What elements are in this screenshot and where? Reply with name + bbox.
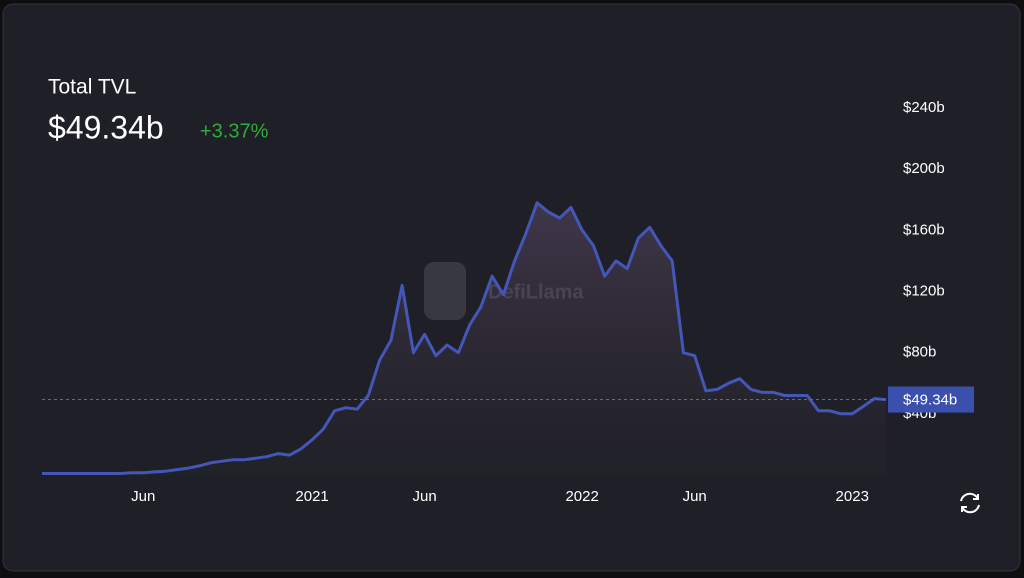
x-tick-label: 2022 (565, 488, 598, 505)
change: +3.37% (200, 120, 269, 142)
plot: DefiLlama$40b$80b$120b$160b$200b$240bJun… (42, 99, 974, 505)
x-tick-label: 2021 (295, 488, 328, 505)
x-tick-label: Jun (413, 488, 437, 505)
y-tick-label: $240b (903, 99, 945, 116)
y-tick-label: $160b (903, 221, 945, 238)
current-tag (888, 386, 974, 413)
watermark-logo (424, 262, 466, 320)
x-tick-label: Jun (683, 488, 707, 505)
chart-title: Total TVL (48, 76, 136, 99)
x-tick-label: Jun (131, 488, 155, 505)
line (42, 201, 887, 475)
current-label: $49.34b (903, 392, 957, 409)
total-value: $49.34b (48, 109, 164, 145)
refresh-button[interactable] (960, 492, 980, 514)
y-tick-label: $120b (903, 282, 945, 299)
y-tick-label: $200b (903, 160, 945, 177)
y-tick-label: $80b (903, 344, 936, 361)
x-tick-label: 2023 (836, 488, 869, 505)
